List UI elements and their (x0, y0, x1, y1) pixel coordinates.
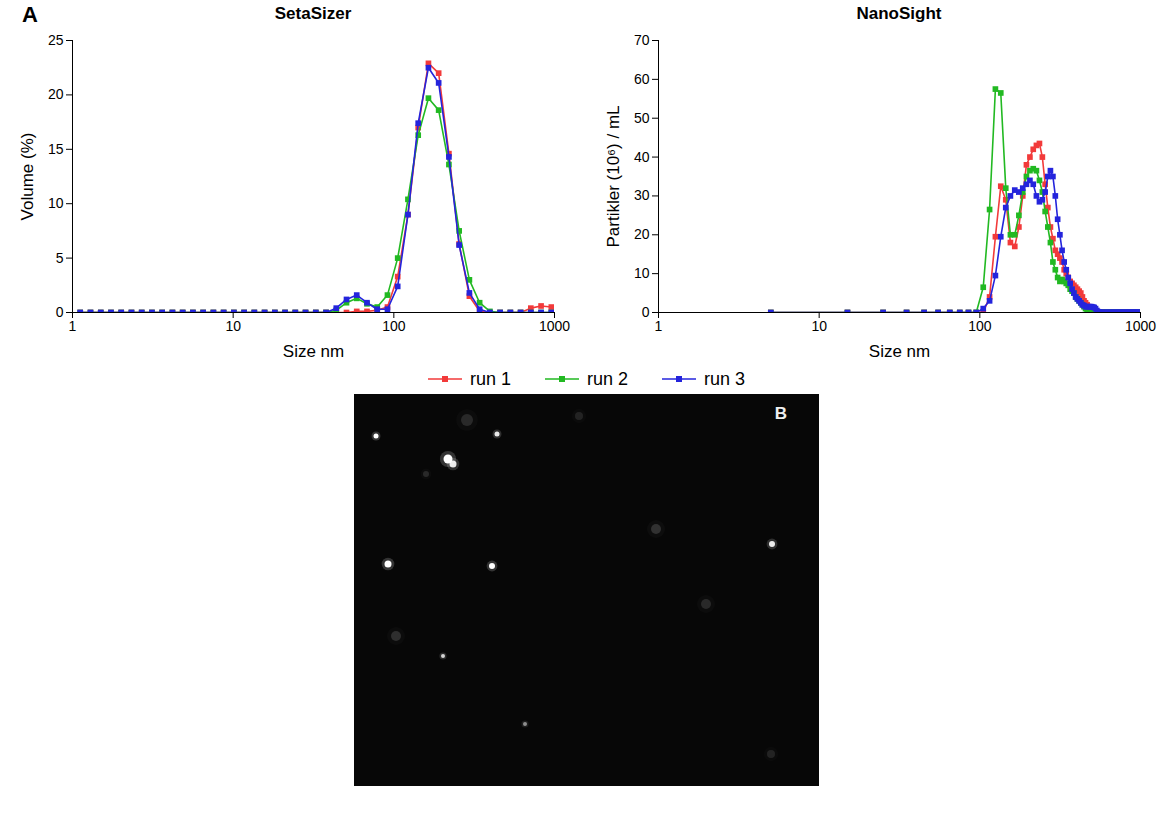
svg-text:Volume (%): Volume (%) (18, 133, 37, 221)
html-text:B: B (774, 404, 787, 423)
svg-text:5: 5 (56, 250, 64, 266)
svg-text:20: 20 (634, 226, 650, 242)
svg-text:10: 10 (48, 195, 64, 211)
svg-text:1: 1 (69, 318, 77, 334)
svg-text:1000: 1000 (539, 318, 570, 334)
svg-text:40: 40 (634, 149, 650, 165)
html-text:run 2: run 2 (587, 368, 628, 389)
svg-text:60: 60 (634, 71, 650, 87)
svg-text:20: 20 (48, 86, 64, 102)
svg-text:0: 0 (56, 304, 64, 320)
html-text:A: A (22, 2, 38, 27)
svg-text:1: 1 (655, 318, 663, 334)
html-text:SetaSizer: SetaSizer (274, 4, 352, 23)
html-text:run 1: run 1 (470, 368, 511, 389)
svg-text:30: 30 (634, 187, 650, 203)
svg-text:100: 100 (382, 318, 406, 334)
html-text:run 3: run 3 (704, 368, 745, 389)
svg-text:15: 15 (48, 141, 64, 157)
svg-text:25: 25 (48, 32, 64, 48)
svg-text:Size nm: Size nm (869, 342, 930, 361)
svg-text:10: 10 (811, 318, 827, 334)
svg-text:10: 10 (634, 265, 650, 281)
svg-text:50: 50 (634, 110, 650, 126)
svg-text:0: 0 (642, 304, 650, 320)
html-text:NanoSight: NanoSight (856, 4, 942, 23)
svg-text:100: 100 (968, 318, 992, 334)
svg-text:70: 70 (634, 32, 650, 48)
svg-text:Size nm: Size nm (283, 342, 344, 361)
svg-text:Partikler (10⁶) / mL: Partikler (10⁶) / mL (604, 105, 623, 247)
svg-text:10: 10 (225, 318, 241, 334)
svg-text:1000: 1000 (1125, 318, 1156, 334)
